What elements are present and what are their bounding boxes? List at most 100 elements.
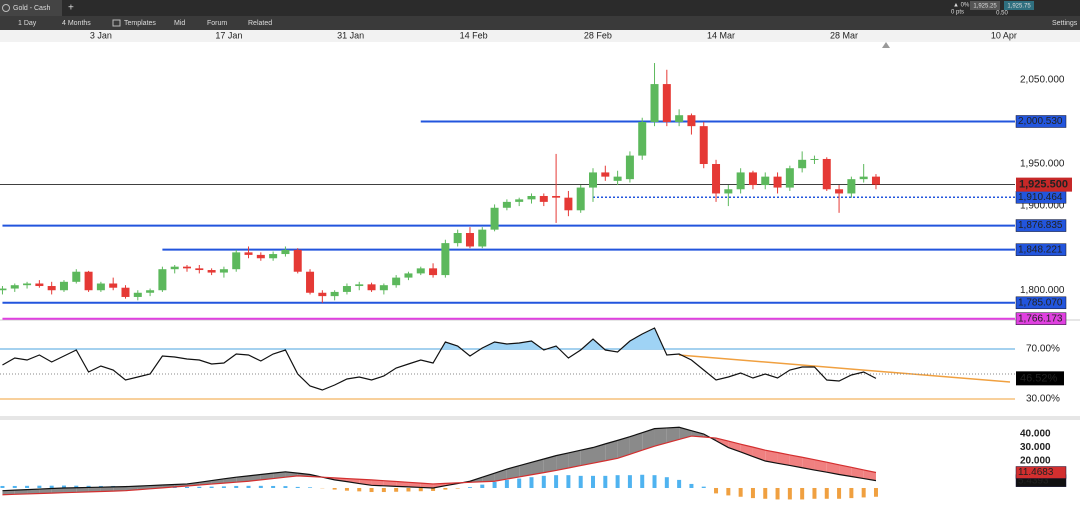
- band-fill: [248, 474, 261, 482]
- add-tab[interactable]: +: [68, 3, 74, 14]
- tab-icon: [2, 4, 10, 12]
- candle-body: [662, 84, 671, 122]
- range[interactable]: 4 Months: [62, 20, 91, 27]
- candle-body: [10, 285, 19, 289]
- band-fill: [27, 489, 40, 494]
- candle-body: [871, 176, 880, 185]
- band-fill: [273, 471, 286, 479]
- band-fill: [605, 440, 618, 461]
- histogram-bar: [750, 487, 755, 499]
- histogram-bar: [627, 475, 632, 488]
- candle-body: [539, 195, 548, 202]
- candle-body: [207, 270, 216, 273]
- band-fill: [642, 428, 655, 451]
- y-tick-label: 1,800.000: [1020, 285, 1065, 296]
- histogram-bar: [492, 481, 497, 488]
- current-price-box: [1016, 177, 1072, 192]
- level-label: 1,910.464: [1018, 192, 1063, 203]
- y-tick-label: 30.000: [1020, 442, 1051, 453]
- histogram-bar: [689, 483, 694, 488]
- candle-body: [379, 285, 388, 291]
- histogram-bar: [849, 487, 854, 499]
- buy-box[interactable]: [1004, 1, 1034, 10]
- histogram-bar: [714, 487, 719, 494]
- histogram-bar: [308, 487, 313, 488]
- settings[interactable]: Settings: [1052, 20, 1078, 27]
- price-type[interactable]: Mid: [174, 20, 185, 27]
- histogram-bar: [554, 475, 559, 488]
- histogram-bar: [394, 487, 399, 492]
- rsi-current-label: 46.52%: [1020, 372, 1058, 384]
- overbought-fill: [2, 328, 876, 349]
- histogram-bar: [480, 484, 485, 488]
- band-fill: [494, 469, 507, 482]
- band-fill: [543, 455, 557, 473]
- histogram-bar: [677, 479, 682, 488]
- candle-body: [146, 290, 155, 293]
- candle-body: [158, 269, 167, 291]
- y-tick-label: 1,900.000: [1020, 201, 1065, 212]
- candle-body: [109, 283, 118, 288]
- histogram-bar: [615, 475, 620, 488]
- band-fill: [556, 452, 569, 471]
- y-tick-label: 2,050.000: [1020, 75, 1065, 86]
- histogram-bar: [357, 487, 362, 492]
- level-label: 1,848.221: [1018, 244, 1063, 255]
- candle-body: [281, 249, 290, 255]
- tab[interactable]: [0, 0, 62, 16]
- tab-title: Gold - Cash: [13, 5, 50, 12]
- histogram-bar: [443, 487, 448, 490]
- band-fill: [506, 465, 520, 480]
- candle-body: [773, 176, 782, 188]
- level-label: 2,000.530: [1018, 116, 1063, 127]
- candle-body: [490, 207, 499, 230]
- current-price-label: 1,925.500: [1019, 179, 1068, 191]
- band-fill: [666, 427, 680, 443]
- y-tick-label: 20.000: [1020, 456, 1051, 467]
- histogram-bar: [61, 485, 66, 488]
- band-fill: [482, 473, 495, 482]
- interval[interactable]: 1 Day: [18, 20, 37, 27]
- band-fill: [531, 458, 544, 475]
- level-box: [1015, 219, 1067, 232]
- candle-body: [564, 197, 573, 211]
- histogram-bar: [824, 487, 829, 499]
- candle-body: [84, 271, 93, 291]
- candle-body: [465, 233, 474, 247]
- candle-body: [699, 126, 708, 165]
- candle-body: [847, 179, 856, 194]
- candle-body: [478, 229, 487, 247]
- candle-body: [355, 284, 364, 287]
- candle-body: [835, 189, 844, 194]
- band-fill: [580, 447, 594, 466]
- histogram-bar: [763, 487, 768, 499]
- band-fill: [740, 444, 753, 457]
- candle-body: [810, 158, 819, 160]
- x-tick-label: 10 Apr: [991, 30, 1017, 40]
- candle-body: [798, 159, 807, 169]
- event-marker[interactable]: [882, 42, 890, 48]
- related[interactable]: Related: [248, 20, 272, 27]
- candle-body: [367, 284, 376, 291]
- macd-current-label-box: [1015, 466, 1067, 479]
- histogram-bar: [381, 487, 386, 493]
- histogram-bar: [566, 475, 571, 488]
- histogram-bar: [738, 487, 743, 497]
- sell-box[interactable]: [970, 1, 1000, 10]
- templates[interactable]: Templates: [124, 20, 156, 27]
- band-fill: [568, 450, 581, 469]
- histogram-bar: [185, 486, 190, 488]
- candle-body: [244, 252, 253, 255]
- band-fill: [593, 443, 606, 464]
- band-fill: [383, 480, 397, 487]
- forum[interactable]: Forum: [207, 20, 227, 27]
- histogram-bar: [12, 485, 17, 488]
- band-fill: [826, 462, 840, 475]
- band-fill: [814, 459, 827, 473]
- x-tick-label: 3 Jan: [90, 30, 112, 40]
- histogram-bar: [591, 475, 596, 488]
- band-fill: [519, 462, 532, 477]
- histogram-bar: [295, 486, 300, 488]
- candle-body: [121, 287, 130, 297]
